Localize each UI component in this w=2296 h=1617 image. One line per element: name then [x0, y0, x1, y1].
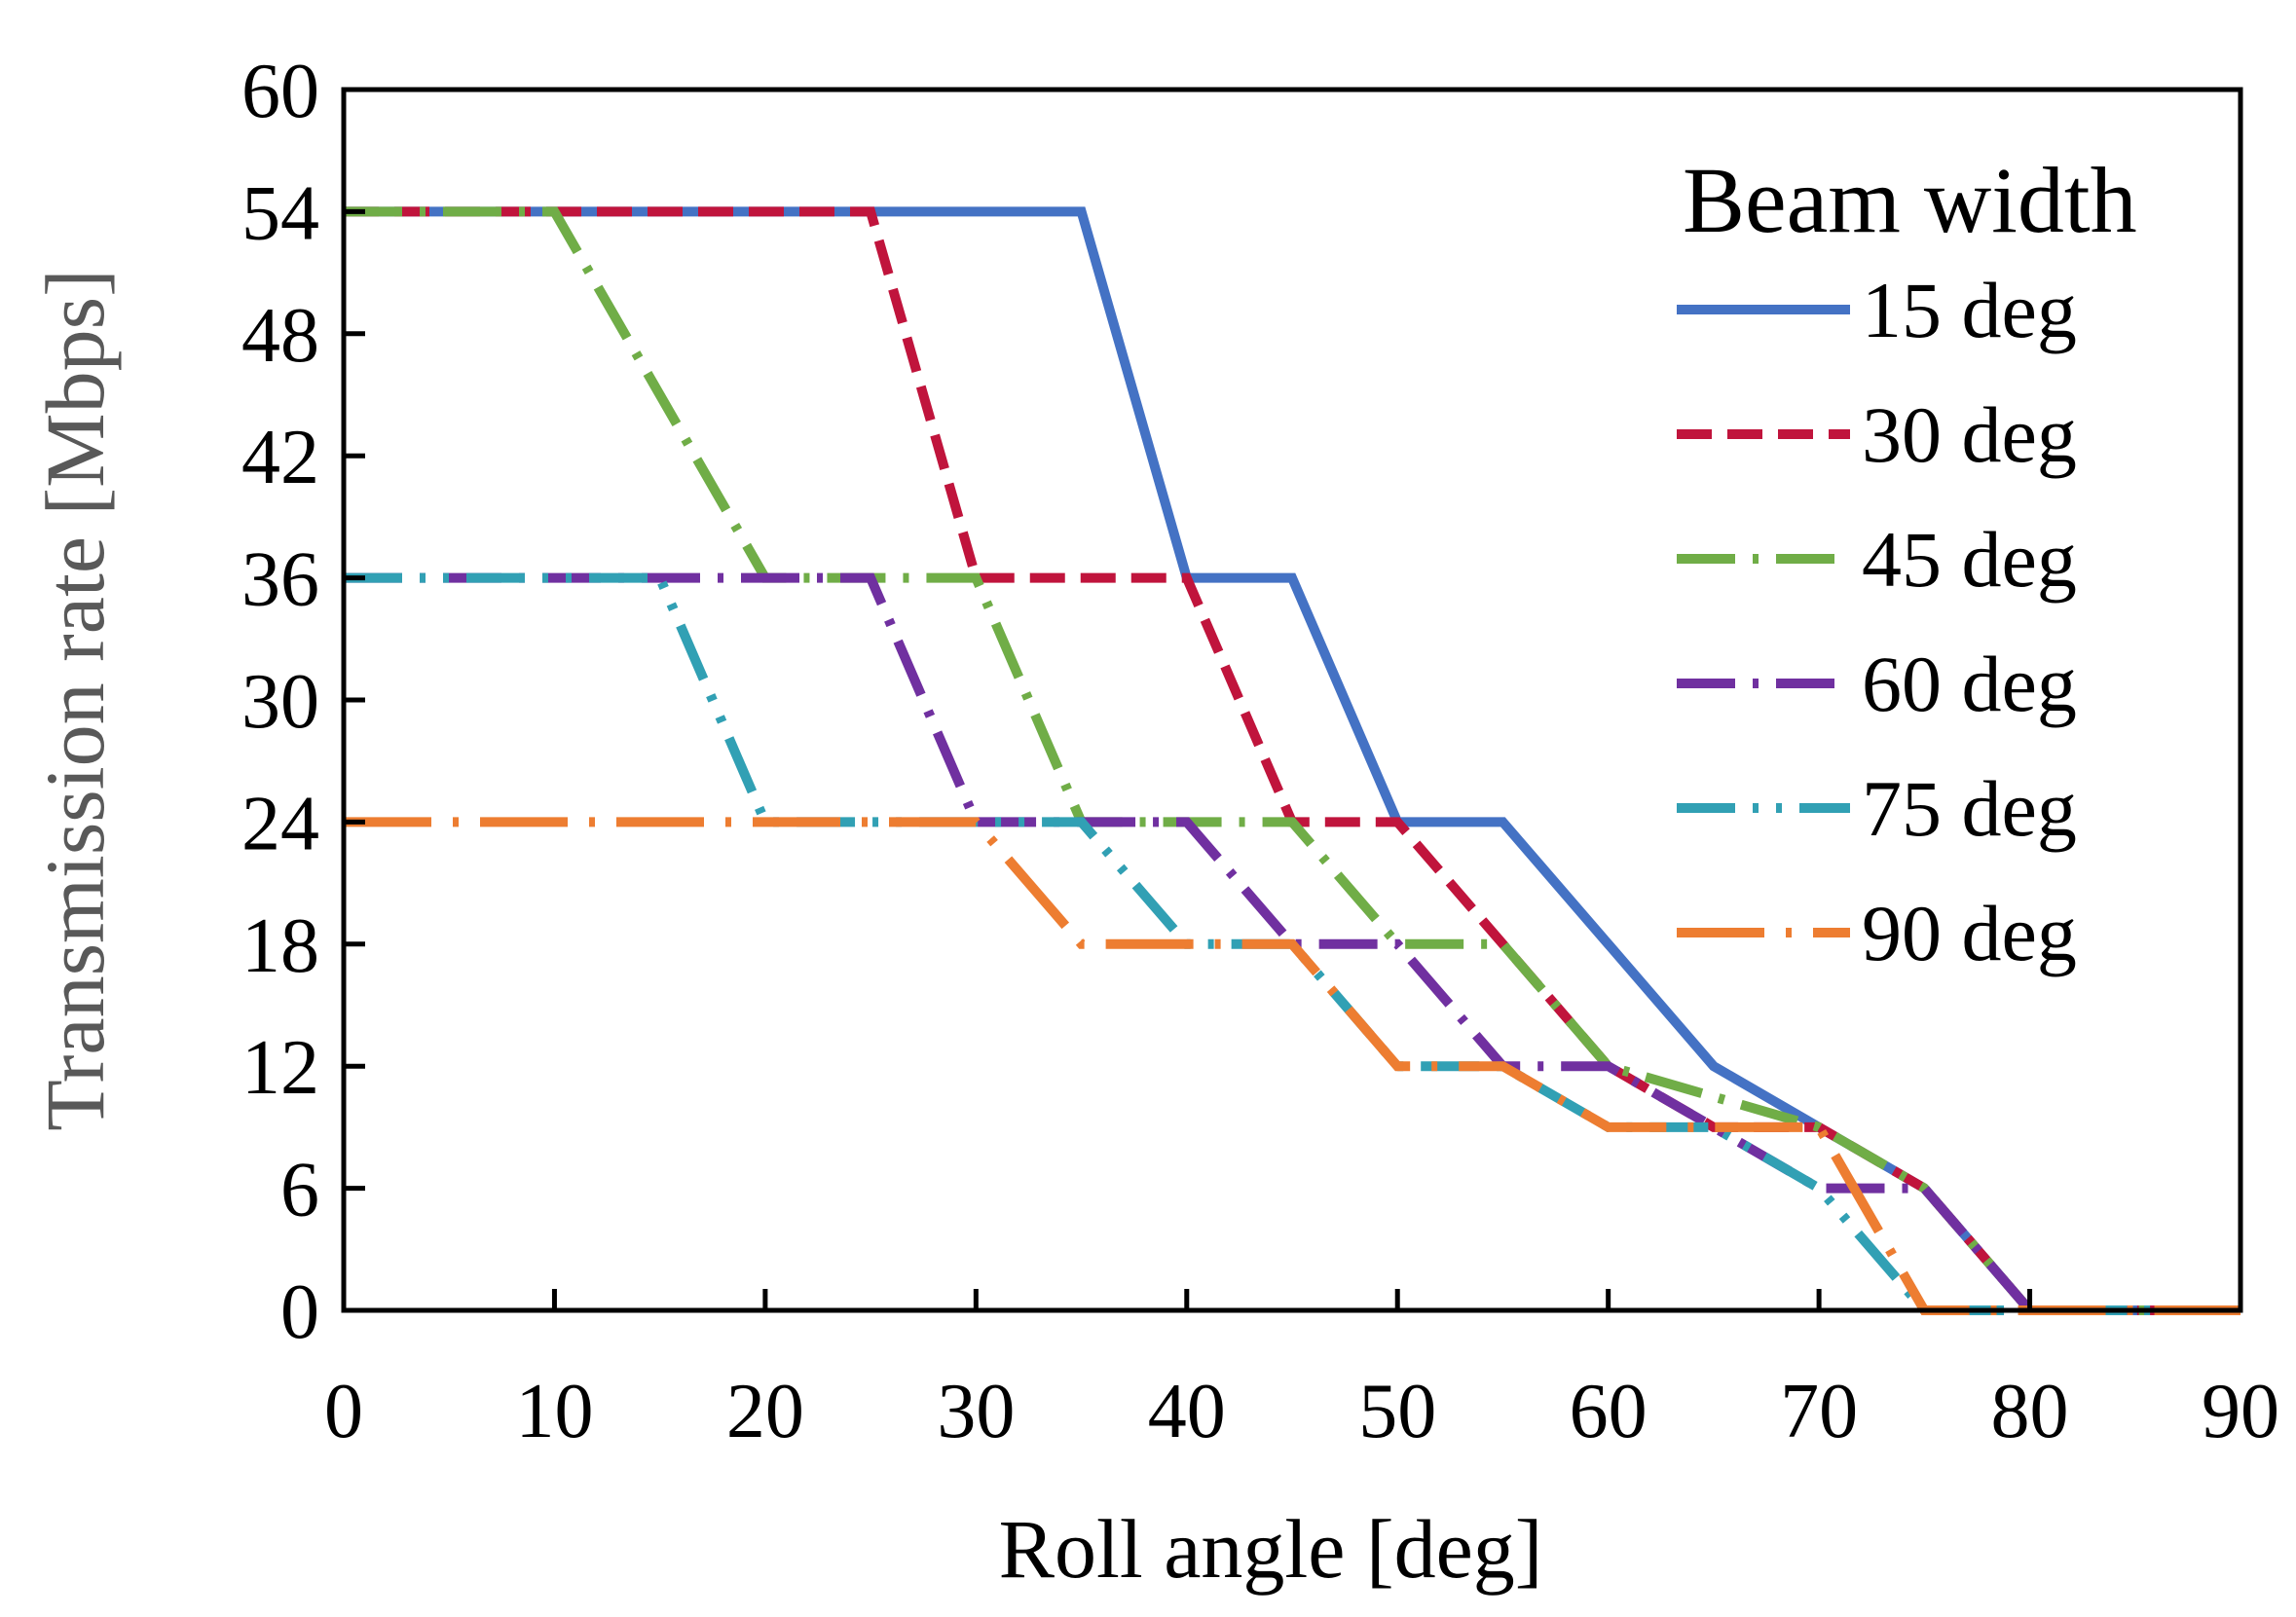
x-tick-label: 40 — [1148, 1369, 1226, 1454]
y-axis-ticks: 0 6 12 18 24 30 36 42 48 54 60 — [241, 49, 365, 1355]
x-tick-label: 80 — [1991, 1369, 2069, 1454]
y-tick-label: 36 — [241, 537, 319, 623]
legend-label-90-deg: 90 deg — [1862, 889, 2077, 977]
y-axis-title: Transmission rate [Mbps] — [28, 269, 122, 1131]
y-tick-label: 18 — [241, 903, 319, 989]
legend: Beam width 15 deg 30 deg 45 deg 60 deg 75 de… — [1677, 148, 2137, 977]
legend-label-60-deg: 60 deg — [1862, 640, 2077, 728]
legend-label-15-deg: 15 deg — [1862, 266, 2077, 354]
x-tick-label: 90 — [2202, 1369, 2279, 1454]
legend-label-75-deg: 75 deg — [1862, 764, 2077, 853]
series-line-15-deg — [344, 211, 2240, 1310]
x-tick-label: 20 — [726, 1369, 804, 1454]
legend-label-45-deg: 45 deg — [1862, 515, 2077, 604]
x-tick-label: 10 — [515, 1369, 593, 1454]
legend-title: Beam width — [1683, 148, 2137, 252]
series-line-30-deg — [344, 211, 2240, 1310]
y-tick-label: 48 — [241, 293, 319, 379]
y-tick-label: 30 — [241, 659, 319, 745]
legend-label-30-deg: 30 deg — [1862, 390, 2077, 479]
chart-canvas: 0 10 20 30 40 50 60 70 80 90 0 6 12 18 24 30 36 42 48 54 60… — [0, 0, 2296, 1617]
y-tick-label: 6 — [280, 1148, 319, 1233]
y-tick-label: 60 — [241, 49, 319, 134]
x-tick-label: 60 — [1570, 1369, 1648, 1454]
x-axis-title: Roll angle [deg] — [999, 1502, 1543, 1596]
y-tick-label: 42 — [241, 415, 319, 500]
y-tick-label: 24 — [241, 781, 319, 866]
series-line-45-deg — [344, 211, 2240, 1310]
y-tick-label: 12 — [241, 1025, 319, 1111]
series-layer — [344, 211, 2240, 1310]
x-tick-label: 0 — [324, 1369, 363, 1454]
x-tick-label: 50 — [1358, 1369, 1436, 1454]
y-tick-label: 54 — [241, 170, 319, 256]
x-tick-label: 30 — [937, 1369, 1015, 1454]
x-tick-label: 70 — [1780, 1369, 1858, 1454]
y-tick-label: 0 — [280, 1269, 319, 1355]
